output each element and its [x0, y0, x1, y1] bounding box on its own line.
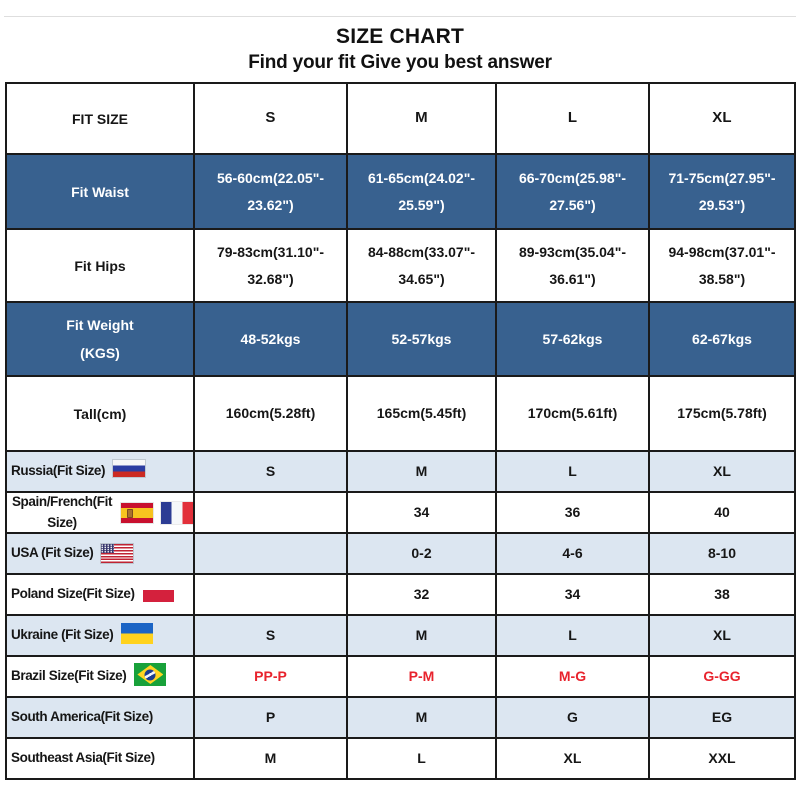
row-label-text: Brazil Size(Fit Size)	[11, 668, 127, 684]
cell-ukraine-xl: XL	[650, 616, 794, 655]
row-label-south-america: South America(Fit Size)	[7, 698, 193, 737]
cell-fit-hips-s: 79-83cm(31.10"- 32.68")	[195, 230, 346, 301]
cell-brazil-l: M-G	[497, 657, 648, 696]
cell-poland-m: 32	[348, 575, 495, 614]
header-fit-size: FIT SIZE	[7, 84, 193, 153]
row-label-text: Poland Size(Fit Size)	[11, 586, 135, 602]
row-label-text: Tall(cm)	[73, 405, 127, 422]
row-label-text: Spain/French(Fit Size)	[11, 493, 113, 530]
cell-fit-weight-s: 48-52kgs	[195, 303, 346, 375]
cell-ukraine-l: L	[497, 616, 648, 655]
poland-flag-icon	[142, 579, 174, 602]
page-title: SIZE CHART	[336, 25, 464, 48]
cell-usa-l: 4-6	[497, 534, 648, 573]
cell-russia-s: S	[195, 452, 346, 491]
spain-flag-icon	[121, 502, 153, 523]
cell-fit-waist-m: 61-65cm(24.02"- 25.59")	[348, 155, 495, 228]
cell-south-america-m: M	[348, 698, 495, 737]
row-label-fit-weight: Fit Weight (KGS)	[7, 303, 193, 375]
row-label-text: Fit Weight (KGS)	[66, 317, 134, 361]
header-col-3: L	[497, 84, 648, 153]
row-label-text: Fit Hips	[74, 257, 126, 274]
cell-poland-l: 34	[497, 575, 648, 614]
cell-ukraine-m: M	[348, 616, 495, 655]
header-col-1: S	[195, 84, 346, 153]
cell-spain-french-l: 36	[497, 493, 648, 532]
row-label-fit-waist: Fit Waist	[7, 155, 193, 228]
row-label-brazil: Brazil Size(Fit Size)	[7, 657, 193, 696]
brazil-flag-icon	[134, 663, 167, 686]
cell-fit-waist-s: 56-60cm(22.05"- 23.62")	[195, 155, 346, 228]
cell-usa-s	[195, 534, 346, 573]
cell-spain-french-s	[195, 493, 346, 532]
row-label-fit-hips: Fit Hips	[7, 230, 193, 301]
cell-spain-french-xl: 40	[650, 493, 794, 532]
russia-flag-icon	[113, 460, 146, 477]
cell-brazil-s: PP-P	[195, 657, 346, 696]
row-label-text: Russia(Fit Size)	[11, 463, 106, 479]
cell-fit-hips-xl: 94-98cm(37.01"- 38.58")	[650, 230, 794, 301]
cell-south-america-l: G	[497, 698, 648, 737]
cell-fit-weight-l: 57-62kgs	[497, 303, 648, 375]
cell-fit-weight-xl: 62-67kgs	[650, 303, 794, 375]
cell-tall-l: 170cm(5.61ft)	[497, 377, 648, 450]
size-chart-table: FIT SIZE S M L XL Fit Waist 56-60cm(22.05"- 23…	[5, 82, 796, 780]
cell-russia-l: L	[497, 452, 648, 491]
header-col-4: XL	[650, 84, 794, 153]
header-label-text: FIT SIZE	[72, 110, 128, 127]
usa-flag-icon	[101, 544, 134, 563]
top-divider	[4, 16, 796, 17]
cell-tall-xl: 175cm(5.78ft)	[650, 377, 794, 450]
cell-poland-xl: 38	[650, 575, 794, 614]
cell-southeast-asia-m: L	[348, 739, 495, 778]
row-label-poland: Poland Size(Fit Size)	[7, 575, 193, 614]
page-subtitle: Find your fit Give you best answer	[248, 52, 552, 73]
cell-fit-hips-l: 89-93cm(35.04"- 36.61")	[497, 230, 648, 301]
cell-usa-m: 0-2	[348, 534, 495, 573]
cell-fit-waist-xl: 71-75cm(27.95"- 29.53")	[650, 155, 794, 228]
row-label-text: Ukraine (Fit Size)	[11, 627, 114, 643]
cell-usa-xl: 8-10	[650, 534, 794, 573]
row-label-text: South America(Fit Size)	[11, 709, 153, 725]
row-label-russia: Russia(Fit Size)	[7, 452, 193, 491]
cell-fit-waist-l: 66-70cm(25.98"- 27.56")	[497, 155, 648, 228]
cell-tall-s: 160cm(5.28ft)	[195, 377, 346, 450]
cell-southeast-asia-s: M	[195, 739, 346, 778]
cell-brazil-xl: G-GG	[650, 657, 794, 696]
row-label-tall: Tall(cm)	[7, 377, 193, 450]
row-label-text: Southeast Asia(Fit Size)	[11, 750, 155, 766]
cell-spain-french-m: 34	[348, 493, 495, 532]
cell-poland-s	[195, 575, 346, 614]
row-label-usa: USA (Fit Size)	[7, 534, 193, 573]
row-label-spain-french: Spain/French(Fit Size)	[7, 493, 193, 532]
ukraine-flag-icon	[121, 623, 154, 644]
header-col-2: M	[348, 84, 495, 153]
cell-southeast-asia-xl: XXL	[650, 739, 794, 778]
cell-brazil-m: P-M	[348, 657, 495, 696]
row-label-ukraine: Ukraine (Fit Size)	[7, 616, 193, 655]
row-label-southeast-asia: Southeast Asia(Fit Size)	[7, 739, 193, 778]
row-label-text: USA (Fit Size)	[11, 545, 94, 561]
cell-russia-m: M	[348, 452, 495, 491]
france-flag-icon	[161, 501, 193, 524]
cell-russia-xl: XL	[650, 452, 794, 491]
cell-south-america-xl: EG	[650, 698, 794, 737]
cell-tall-m: 165cm(5.45ft)	[348, 377, 495, 450]
cell-fit-hips-m: 84-88cm(33.07"- 34.65")	[348, 230, 495, 301]
row-label-text: Fit Waist	[71, 183, 129, 200]
cell-southeast-asia-l: XL	[497, 739, 648, 778]
cell-fit-weight-m: 52-57kgs	[348, 303, 495, 375]
cell-south-america-s: P	[195, 698, 346, 737]
cell-ukraine-s: S	[195, 616, 346, 655]
